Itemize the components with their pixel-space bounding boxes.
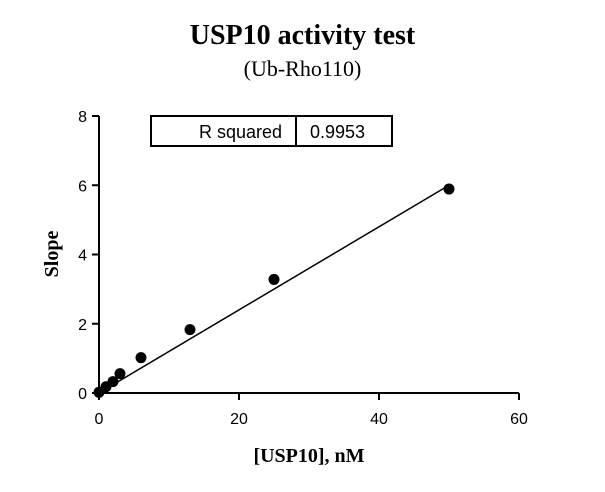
fit-line-group	[98, 184, 450, 394]
data-point	[107, 376, 119, 388]
x-axis-title: [USP10], nM	[253, 445, 364, 467]
data-point	[114, 368, 126, 380]
data-point	[443, 183, 455, 195]
r-squared-value: 0.9953	[310, 122, 365, 142]
y-tick-label: 4	[78, 248, 87, 265]
x-tick-label: 60	[510, 411, 528, 428]
r-squared-box-frame	[150, 115, 393, 147]
y-tick-label: 0	[78, 386, 87, 403]
r-squared-box: R squared 0.9953	[150, 115, 393, 147]
y-tick-label: 2	[78, 317, 87, 334]
data-point	[184, 324, 196, 336]
data-point	[268, 273, 280, 285]
y-tick-label: 6	[78, 178, 87, 195]
data-points	[93, 183, 455, 398]
y-tick-label: 8	[78, 109, 87, 126]
r-squared-label: R squared	[199, 122, 282, 142]
x-tick-label: 20	[230, 411, 248, 428]
fit-line	[98, 184, 450, 394]
data-point	[135, 352, 147, 364]
y-axis-title: Slope	[41, 231, 63, 278]
x-tick-label: 0	[95, 411, 104, 428]
x-tick-label: 40	[370, 411, 388, 428]
axes: 0 2 4 6 8 0 20 40 60	[78, 109, 528, 428]
chart-title: USP10 activity test	[189, 20, 416, 51]
chart-subtitle: (Ub-Rho110)	[243, 56, 362, 81]
